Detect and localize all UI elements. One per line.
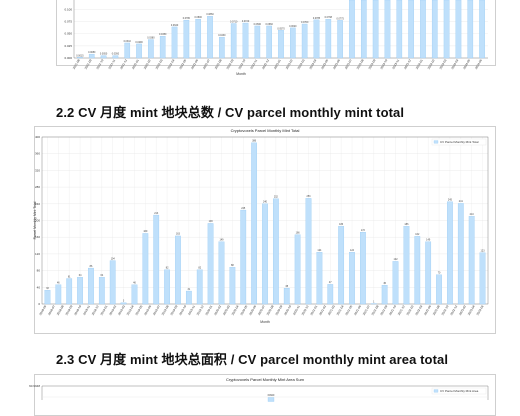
legend-swatch <box>434 390 438 393</box>
chart-parcel-monthly-mint-area: Cryptovoxels Parcel Monthly Mint Area Su… <box>0 0 520 400</box>
bar-value-label: 60929 <box>268 394 275 397</box>
y-tick-label: 60.9948 <box>29 384 40 388</box>
legend-label: CV Parcel Monthly Mint Area <box>440 389 479 393</box>
chart-title: Cryptovoxels Parcel Monthly Mint Area Su… <box>226 377 305 382</box>
